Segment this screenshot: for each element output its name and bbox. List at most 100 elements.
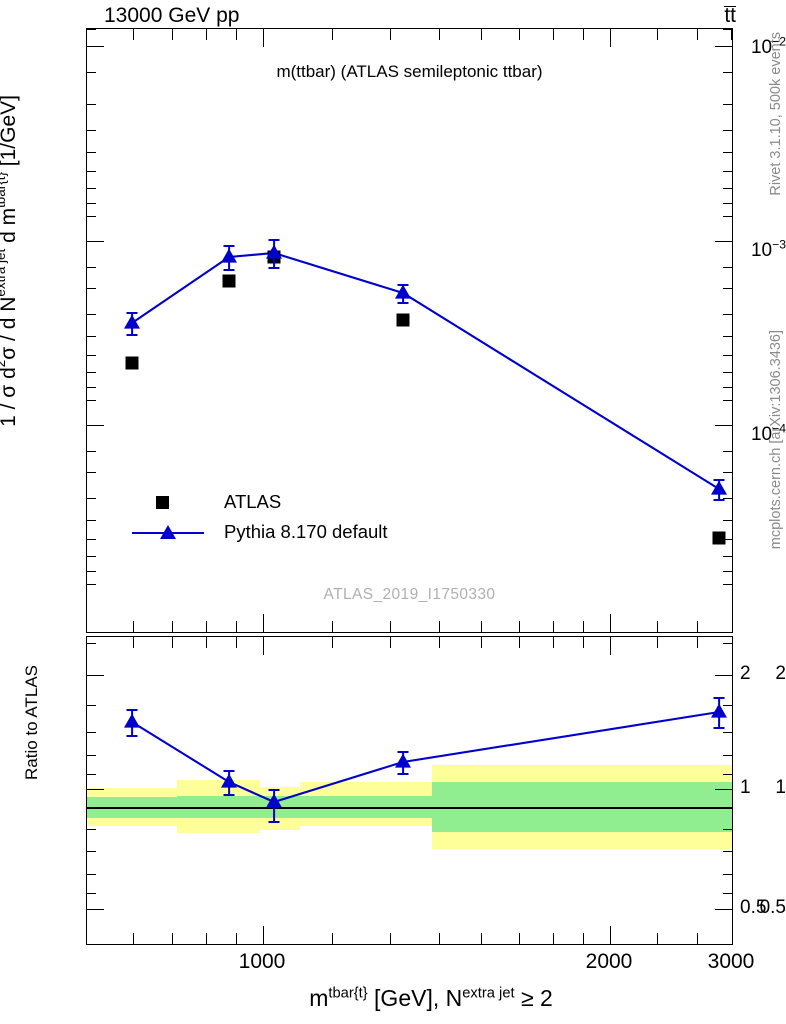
ratio-ytick-minor	[87, 829, 96, 831]
ratio-xtick-minor-bottom	[657, 933, 659, 944]
ratio-xtick-minor-top	[172, 637, 174, 648]
ratio-xtick-minor-top	[697, 637, 699, 648]
main-ytick-label-1e-3: 10−3	[708, 237, 786, 262]
ytick-minor-right	[723, 267, 732, 269]
ytick-minor	[87, 400, 96, 402]
legend: ATLAS Pythia 8.170 default	[130, 487, 388, 547]
xtick-minor-top	[206, 29, 208, 40]
mc-marker-pythia	[395, 284, 411, 299]
ytick-minor	[87, 372, 96, 374]
ratio-ytick-minor-right	[723, 755, 732, 757]
xtick-minor-top	[657, 29, 659, 40]
ytick-minor-right	[723, 130, 732, 132]
xtick-minor-top	[133, 29, 135, 40]
ratio-ytick-major-right	[715, 909, 732, 911]
triangle-marker-icon	[160, 525, 176, 539]
ratio-errorbar-cap	[268, 821, 280, 823]
xtitle-ge2: ≥ 2	[514, 985, 553, 1011]
ratio-errorbar-cap	[397, 751, 409, 753]
ratio-plot-clip	[87, 637, 732, 944]
ytick-minor-right	[723, 336, 732, 338]
ratio-ytick-minor	[87, 643, 96, 645]
xtick-minor-top	[172, 29, 174, 40]
ytick-minor-right	[723, 104, 732, 106]
ratio-ytick-label-1: 1	[775, 777, 786, 798]
mc-errorbar-cap	[126, 312, 138, 314]
ytick-minor-right	[723, 539, 732, 541]
ytick-mantissa: 10	[750, 240, 773, 261]
ytick-major	[87, 425, 104, 427]
ytitle-part-b: d	[0, 367, 20, 379]
ratio-xtick-major-bottom	[263, 926, 265, 944]
ytick-minor-right	[723, 571, 732, 573]
ratio-xtick-minor-top	[481, 637, 483, 648]
ytick-minor-right	[723, 355, 732, 357]
ratio-xtick-minor-top	[390, 637, 392, 648]
ratio-ytick-minor-right	[723, 829, 732, 831]
xtick-minor-top	[731, 29, 732, 40]
ratio-ytick-label-2: 2	[775, 663, 786, 684]
ratio-errorbar-cap	[397, 773, 409, 775]
legend-label-atlas: ATLAS	[224, 491, 282, 512]
ytick-minor	[87, 336, 96, 338]
mc-errorbar-cap	[397, 302, 409, 304]
beam-energy-label: 13000 GeV pp	[104, 4, 240, 27]
ratio-xtick-minor-bottom	[206, 933, 208, 944]
ratio-xtick-minor-top	[439, 637, 441, 648]
ratio-xtick-minor-top	[519, 637, 521, 648]
xtick-minor-top	[519, 29, 521, 40]
ytick-minor	[87, 556, 96, 558]
ytick-mantissa: 10	[750, 37, 773, 58]
ytick-minor	[87, 216, 96, 218]
legend-entry-pythia[interactable]: Pythia 8.170 default	[130, 517, 388, 547]
xtick-minor-bottom	[172, 621, 174, 632]
ytitle-sigma: σ	[0, 384, 20, 398]
ytick-major-right	[715, 46, 732, 48]
ratio-xtick-minor-bottom	[236, 933, 238, 944]
ytick-minor-right	[723, 29, 732, 31]
ratio-xtick-minor-top	[133, 637, 135, 648]
ratio-xtick-minor-bottom	[583, 933, 585, 944]
ytick-mantissa: 10	[750, 424, 773, 445]
ytick-minor-right	[723, 203, 732, 205]
ytick-major-right	[715, 241, 732, 243]
ytick-minor	[87, 355, 96, 357]
main-ytick-label-1e-2: 10−2	[708, 36, 786, 59]
ytick-minor	[87, 288, 96, 290]
ytick-minor-right	[723, 472, 732, 474]
ratio-xtick-minor-top	[657, 637, 659, 648]
xtick-minor-top	[553, 29, 555, 40]
process-label: tt	[724, 4, 736, 27]
ratio-ytick-minor-right	[723, 732, 732, 734]
xtick-minor-bottom	[236, 621, 238, 632]
ytick-minor-right	[723, 400, 732, 402]
xtick-minor-bottom	[133, 621, 135, 632]
xtick-minor-bottom	[553, 621, 555, 632]
xtick-major-bottom	[610, 614, 612, 632]
ratio-xtick-minor-top	[553, 637, 555, 648]
legend-entry-atlas[interactable]: ATLAS	[130, 487, 388, 517]
mc-marker-pythia	[711, 480, 727, 495]
ratio-xtick-minor-top	[236, 637, 238, 648]
ratio-marker-pythia	[221, 773, 237, 788]
xtick-minor-top	[236, 29, 238, 40]
ratio-errorbar-cap	[126, 709, 138, 711]
xtick-minor-bottom	[519, 621, 521, 632]
xtick-label-2000: 2000	[585, 950, 633, 973]
ytitle-part-d: d m	[0, 207, 20, 243]
ytick-minor	[87, 29, 96, 31]
ratio-ytick-minor	[87, 893, 96, 895]
mc-marker-pythia	[266, 244, 282, 259]
ratio-ytick-label-right-2: 2	[740, 663, 751, 684]
xtick-minor-top	[481, 29, 483, 40]
ratio-xtick-minor-bottom	[133, 933, 135, 944]
ratio-xtick-minor-top	[206, 637, 208, 648]
ytick-minor	[87, 104, 96, 106]
ytick-exponent: −3	[772, 237, 786, 252]
ratio-xtick-minor-bottom	[697, 933, 699, 944]
ytick-minor	[87, 314, 96, 316]
ytitle-part-a: 1 /	[0, 403, 20, 427]
ytick-major-right	[715, 425, 732, 427]
ytick-minor	[87, 72, 96, 74]
ratio-xtick-minor-bottom	[439, 933, 441, 944]
